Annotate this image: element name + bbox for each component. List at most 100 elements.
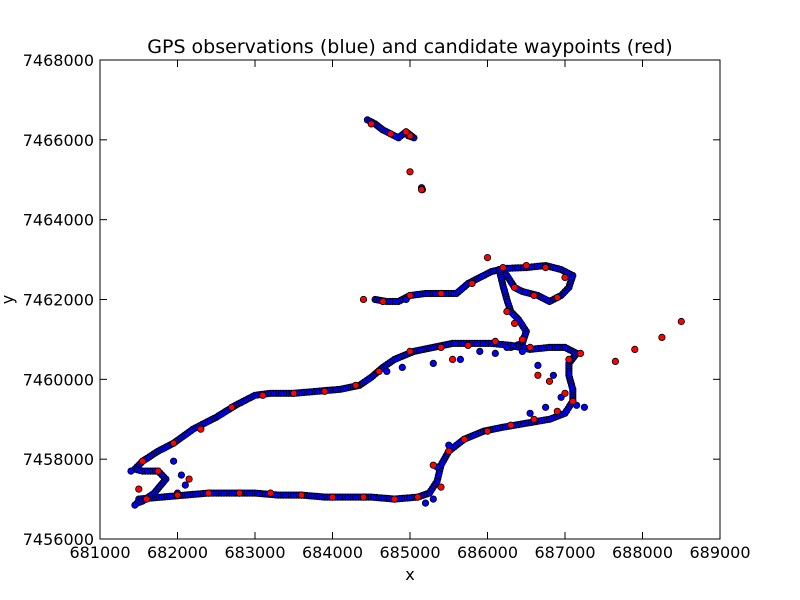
candidate-waypoint-point [414,493,422,501]
candidate-waypoint-point [483,427,492,435]
candidate-waypoint-point [359,295,368,304]
candidate-waypoints-series [135,120,685,503]
candidate-waypoint-point [379,297,387,306]
candidate-waypoint-point [352,381,360,389]
y-tick-label: 7456000 [23,530,94,549]
candidate-waypoint-point [406,347,414,355]
candidate-waypoint-point [526,343,534,351]
x-tick-label: 685000 [379,543,440,562]
candidate-waypoint-point [530,291,538,300]
chart-title: GPS observations (blue) and candidate wa… [147,36,672,58]
y-tick-label: 7460000 [23,370,94,389]
gps-observation-point [491,349,499,357]
candidate-waypoint-point [259,391,267,399]
candidate-waypoint-point [367,120,375,128]
candidate-waypoint-point [297,491,306,499]
candidate-waypoint-point [468,279,476,288]
candidate-waypoint-point [406,291,414,300]
plot-layer [127,116,685,509]
candidate-waypoint-point [631,345,639,353]
y-tick-label: 7468000 [23,51,94,70]
x-tick-label: 682000 [147,543,208,562]
candidate-waypoint-point [185,475,193,483]
gps-observation-point [549,371,558,379]
candidate-waypoint-point [460,435,468,443]
gps-observation-point [580,403,589,411]
candidate-waypoint-point [197,425,205,433]
x-tick-label: 686000 [457,543,518,562]
gps-observation-point [503,343,511,351]
candidate-waypoint-point [507,421,515,429]
candidate-waypoint-point [328,493,337,501]
candidate-waypoint-point [204,489,213,497]
candidate-waypoint-point [142,495,151,503]
candidate-waypoint-point [561,389,569,397]
candidate-waypoint-point [437,343,445,351]
candidate-waypoint-point [386,130,395,138]
candidate-waypoint-point [321,387,329,395]
gps-observation-point [456,355,464,363]
gps-observation-point [526,409,534,417]
candidate-waypoint-point [429,461,437,469]
x-axis: 681000 682000 683000 684000 685000 686000 6870… [69,60,751,562]
candidate-waypoint-point [541,263,550,272]
candidate-waypoint-point [445,447,453,455]
candidate-waypoint-point [375,367,383,375]
candidate-waypoint-point [553,407,561,415]
y-tick-label: 7462000 [23,291,94,310]
candidate-waypoint-point [545,377,554,385]
x-tick-label: 681000 [69,543,130,562]
candidate-waypoint-point [464,341,472,349]
gps-observation-point [429,495,437,503]
y-tick-label: 7466000 [23,131,94,150]
candidate-waypoint-point [553,293,561,302]
candidate-waypoint-point [173,491,182,499]
gps-observation-point [131,501,139,509]
candidate-waypoint-point [170,439,178,447]
gps-observation-point [518,347,527,355]
candidate-waypoint-point [677,317,685,326]
y-axis: 7456000 7458000 7460000 7462000 7464000 74660… [23,51,720,549]
candidate-waypoint-point [139,457,147,465]
candidate-waypoint-point [510,283,519,292]
candidate-waypoint-point [448,355,457,363]
candidate-waypoint-point [135,485,143,493]
candidate-waypoint-point [437,289,445,298]
candidate-waypoint-point [266,489,275,497]
candidate-waypoint-point [503,307,511,316]
candidate-waypoint-point [510,319,519,327]
x-axis-label: x [405,565,414,584]
gps-observation-point [541,403,550,411]
gps-observation-point [383,367,391,375]
candidate-waypoint-point [228,403,236,411]
candidate-waypoint-point [437,483,445,491]
y-tick-label: 7458000 [23,450,94,469]
candidate-waypoint-point [402,128,410,136]
x-tick-label: 684000 [302,543,363,562]
candidate-waypoint-point [611,357,620,365]
candidate-waypoint-point [235,489,244,497]
gps-observation-point [421,499,430,507]
x-tick-label: 689000 [689,543,750,562]
gps-observation-point [429,359,437,367]
x-tick-label: 687000 [534,543,595,562]
y-axis-label: y [0,295,17,304]
y-tick-label: 7464000 [23,211,94,230]
gps-observation-point [177,471,185,479]
candidate-waypoint-point [417,186,426,194]
candidate-waypoint-point [406,168,414,176]
x-tick-label: 683000 [224,543,285,562]
candidate-waypoint-point [483,254,492,262]
gps-observation-point [476,347,484,355]
gps-observation-point [534,361,542,369]
candidate-waypoint-point [491,337,499,345]
candidate-waypoint-point [154,467,162,475]
candidate-waypoint-point [561,273,569,282]
candidate-waypoint-point [518,335,527,343]
candidate-waypoint-point [569,397,577,405]
candidate-waypoint-point [359,493,368,501]
candidate-waypoint-point [530,415,538,423]
candidate-waypoint-point [534,371,542,379]
candidate-waypoint-point [658,333,666,341]
